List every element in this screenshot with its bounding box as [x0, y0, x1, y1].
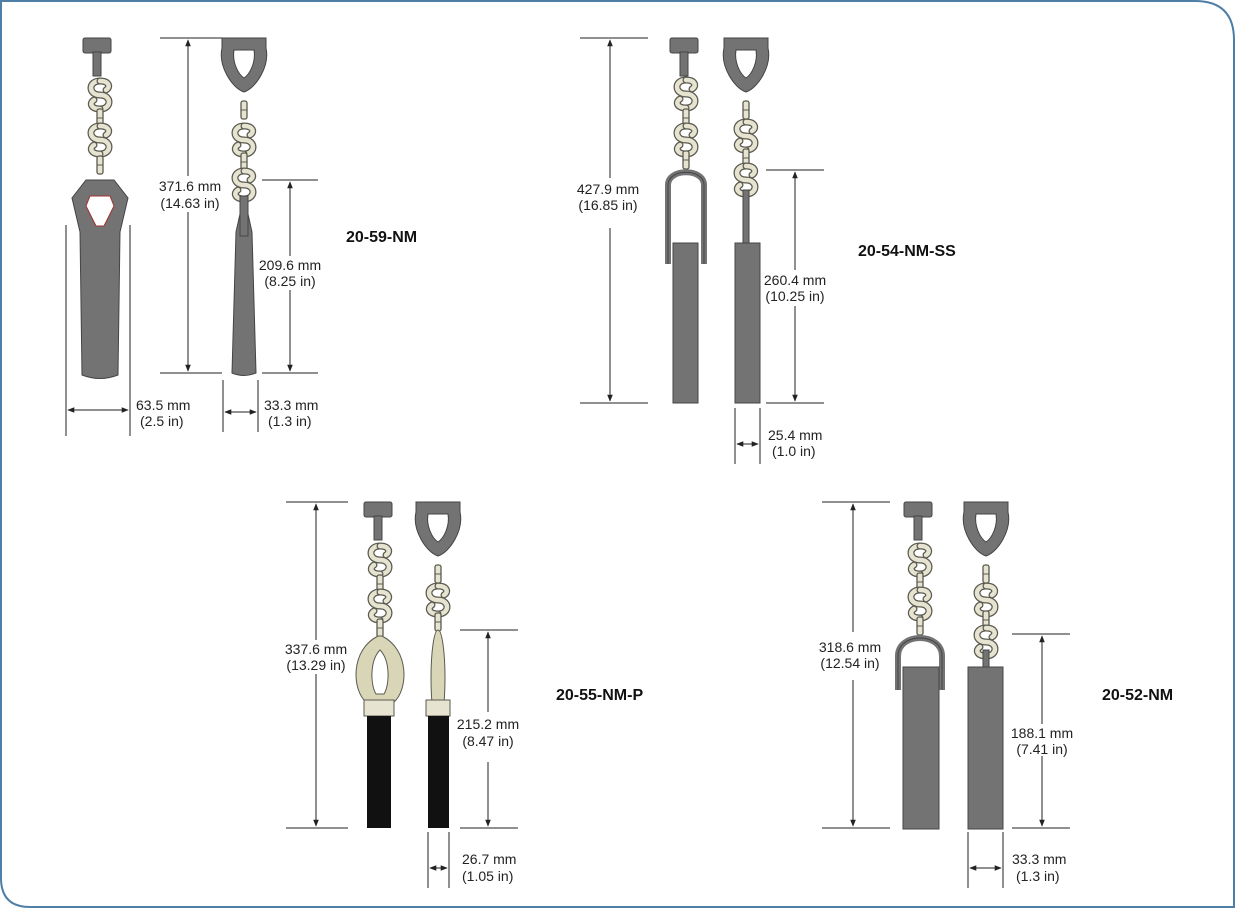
dim-width: 33.3 mm (1.3 in) [222, 380, 318, 432]
length-mm-label: 371.6 mm [159, 178, 221, 194]
wide-width-in-label: (2.5 in) [140, 413, 184, 429]
body-mm-label: 188.1 mm [1011, 725, 1073, 741]
body-in-label: (8.25 in) [264, 273, 315, 289]
model-name: 20-52-NM [1102, 687, 1173, 704]
product-20-54-nm-ss: 427.9 mm (16.85 in) 260.4 mm (10.25 in) … [577, 37, 956, 464]
width-mm-label: 33.3 mm [264, 397, 318, 413]
body-mm-label: 215.2 mm [457, 716, 519, 732]
body-mm-label: 209.6 mm [259, 257, 321, 273]
dim-total-length: 427.9 mm (16.85 in) [577, 37, 648, 404]
width-in-label: (1.3 in) [1016, 868, 1060, 884]
length-mm-label: 337.6 mm [285, 641, 347, 657]
width-mm-label: 26.7 mm [462, 851, 516, 867]
width-mm-label: 33.3 mm [1012, 851, 1066, 867]
width-in-label: (1.0 in) [772, 443, 816, 459]
weight-front-view [71, 37, 129, 379]
weight-front-view [355, 501, 405, 828]
length-in-label: (12.54 in) [820, 655, 879, 671]
width-in-label: (1.05 in) [462, 868, 513, 884]
dim-wide-width: 63.5 mm (2.5 in) [65, 225, 190, 436]
length-mm-label: 318.6 mm [819, 639, 881, 655]
dim-total-length: 318.6 mm (12.54 in) [819, 501, 890, 829]
length-in-label: (16.85 in) [578, 197, 637, 213]
dim-body-length: 209.6 mm (8.25 in) [259, 179, 321, 374]
body-mm-label: 260.4 mm [764, 272, 826, 288]
dim-width: 26.7 mm (1.05 in) [427, 832, 516, 888]
dim-width: 25.4 mm (1.0 in) [734, 408, 822, 464]
length-mm-label: 427.9 mm [577, 181, 639, 197]
weight-side-view [220, 37, 268, 376]
length-in-label: (13.29 in) [286, 657, 345, 673]
body-in-label: (10.25 in) [765, 288, 824, 304]
model-name: 20-54-NM-SS [858, 243, 956, 260]
weight-side-view [722, 37, 770, 404]
product-20-55-nm-p: 337.6 mm (13.29 in) 215.2 mm (8.47 in) 2… [285, 501, 643, 888]
body-in-label: (8.47 in) [462, 733, 513, 749]
product-20-52-nm: 318.6 mm (12.54 in) 188.1 mm (7.41 in) 3… [819, 501, 1173, 888]
weight-side-view [414, 501, 462, 828]
dim-width: 33.3 mm (1.3 in) [967, 832, 1066, 888]
width-mm-label: 25.4 mm [768, 427, 822, 443]
weight-front-view [665, 37, 707, 404]
width-in-label: (1.3 in) [268, 413, 312, 429]
product-20-59-nm: 371.6 mm (14.63 in) 209.6 mm (8.25 in) 6… [65, 37, 417, 436]
dim-body-length: 215.2 mm (8.47 in) [457, 629, 519, 829]
dim-total-length: 337.6 mm (13.29 in) [285, 501, 348, 829]
model-name: 20-55-NM-P [556, 687, 643, 704]
model-name: 20-59-NM [346, 229, 417, 246]
length-in-label: (14.63 in) [160, 195, 219, 211]
dim-body-length: 260.4 mm (10.25 in) [764, 169, 826, 404]
dim-body-length: 188.1 mm (7.41 in) [1011, 633, 1073, 829]
wide-width-mm-label: 63.5 mm [136, 397, 190, 413]
weight-side-view [962, 501, 1010, 830]
body-in-label: (7.41 in) [1016, 741, 1067, 757]
weight-front-view [895, 501, 945, 830]
dim-total-length: 371.6 mm (14.63 in) [159, 37, 222, 374]
